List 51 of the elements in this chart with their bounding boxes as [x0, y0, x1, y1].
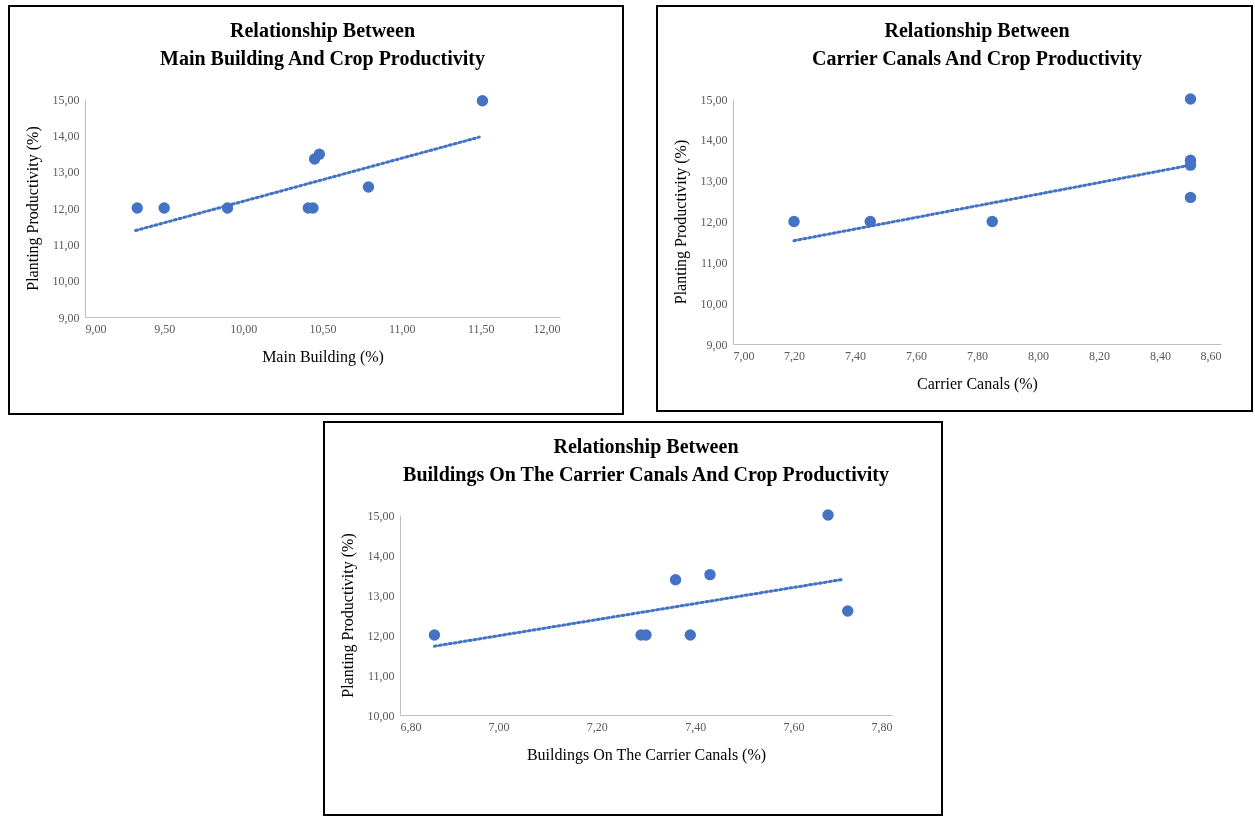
y-tick-label: 14,00 — [367, 548, 395, 563]
y-tick-label: 14,00 — [52, 128, 80, 143]
y-tick-label: 12,00 — [367, 628, 395, 643]
x-tick-label: 7,00 — [733, 348, 755, 363]
x-tick-label: 7,40 — [845, 348, 866, 363]
y-tick-label: 15,00 — [52, 92, 80, 107]
y-tick-label: 14,00 — [700, 133, 728, 148]
x-axis-title: Carrier Canals (%) — [917, 374, 1038, 393]
x-axis-title: Main Building (%) — [262, 347, 384, 366]
chart-title: Relationship Between Main Building And Crop Productivity — [160, 19, 485, 70]
y-tick-label: 12,00 — [700, 215, 728, 229]
x-tick-label: 7,20 — [784, 348, 805, 363]
x-tick-label: 11,00 — [388, 321, 416, 336]
x-tick-label: 7,80 — [967, 348, 988, 363]
x-tick-label: 9,50 — [154, 321, 176, 336]
y-axis-title: Planting Productivity (%) — [23, 126, 42, 291]
y-tick-label: 10,00 — [700, 296, 728, 311]
x-tick-label: 8,00 — [1028, 348, 1049, 363]
x-tick-label: 10,50 — [309, 321, 337, 336]
x-tick-label: 6,80 — [400, 719, 422, 734]
y-tick-label: 9,00 — [58, 310, 80, 325]
x-tick-label: 8,40 — [1150, 348, 1171, 363]
y-tick-label: 9,00 — [706, 337, 728, 352]
y-axis-title: Planting Productivity (%) — [671, 139, 690, 305]
x-tick-label: 7,40 — [685, 719, 707, 734]
y-tick-label: 11,00 — [367, 668, 395, 683]
y-tick-label: 13,00 — [700, 174, 728, 189]
x-tick-label: 12,00 — [533, 321, 561, 336]
y-tick-label: 13,00 — [367, 588, 395, 603]
x-tick-label: 7,60 — [783, 719, 805, 734]
y-axis-title: Planting Productivity (%) — [338, 533, 357, 698]
x-tick-label: 10,00 — [230, 321, 258, 336]
y-tick-label: 10,00 — [52, 274, 80, 289]
x-tick-label: 7,00 — [488, 719, 510, 734]
x-tick-label: 7,20 — [586, 719, 608, 734]
y-tick-label: 15,00 — [700, 92, 728, 107]
y-tick-label: 11,00 — [52, 237, 80, 252]
y-tick-label: 11,00 — [700, 255, 728, 270]
x-axis-title: Buildings On The Carrier Canals (%) — [526, 745, 767, 764]
y-tick-label: 12,00 — [52, 201, 80, 216]
x-tick-label: 8,60 — [1200, 348, 1222, 363]
x-tick-label: 7,60 — [906, 348, 927, 363]
y-tick-label: 10,00 — [367, 708, 395, 723]
chart-title: Relationship Between Carrier Canals And Crop Productivity — [811, 19, 1143, 70]
x-tick-label: 8,20 — [1089, 348, 1110, 363]
y-tick-label: 15,00 — [367, 508, 395, 523]
x-tick-label: 7,80 — [871, 719, 893, 734]
y-tick-label: 13,00 — [52, 165, 80, 180]
chart-title: Relationship Between Buildings On The Carrier Canals And Crop Productivity — [403, 435, 889, 486]
x-tick-label: 9,00 — [85, 321, 107, 336]
x-tick-label: 11,50 — [468, 321, 495, 336]
